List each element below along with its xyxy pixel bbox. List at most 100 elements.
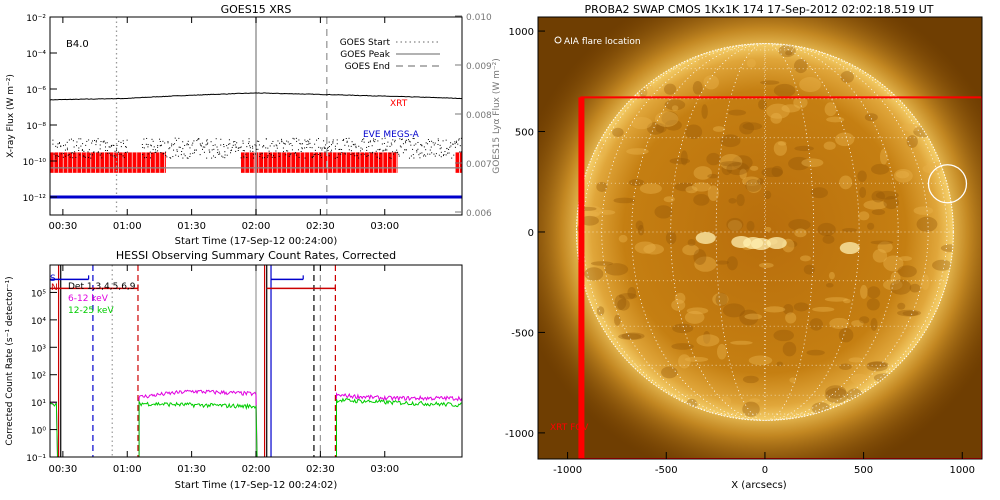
hessi-detectors-label: Det 1,3,4,5,6,9: [68, 282, 136, 292]
goes-short-channel-point: [242, 142, 244, 144]
goes-short-channel-point: [458, 139, 460, 141]
goes-short-channel-point: [213, 155, 215, 157]
goes-short-channel-point: [147, 146, 149, 148]
goes-short-channel-point: [179, 146, 181, 148]
goes-short-channel-point: [447, 152, 449, 154]
sun-texture-blob: [864, 113, 878, 122]
sun-texture-blob: [596, 181, 608, 192]
sun-texture-blob: [692, 81, 703, 95]
goes-short-channel-point: [418, 154, 420, 156]
goes-short-channel-point: [380, 153, 382, 155]
goes-short-channel-point: [454, 146, 456, 148]
goes-short-channel-point: [169, 147, 171, 149]
goes-short-channel-point: [82, 143, 84, 145]
goes-short-channel-point: [252, 145, 254, 147]
goes-short-channel-point: [309, 138, 311, 140]
goes-short-channel-point: [89, 153, 91, 155]
goes-short-channel-point: [155, 151, 157, 153]
sun-texture-blob: [898, 256, 913, 262]
goes-short-channel-point: [269, 152, 271, 154]
goes-short-channel-point: [198, 138, 200, 140]
sun-texture-blob: [726, 217, 744, 232]
goes-short-channel-point: [120, 146, 122, 148]
sun-texture-blob: [702, 330, 711, 344]
goes-short-channel-point: [116, 144, 118, 146]
sun-texture-blob: [810, 187, 828, 199]
goes-short-channel-point: [258, 144, 260, 146]
goes-short-channel-point: [292, 137, 294, 139]
goes-short-channel-point: [323, 140, 325, 142]
goes-short-channel-point: [188, 144, 190, 146]
sun-texture-blob: [825, 387, 849, 404]
sun-texture-blob: [685, 185, 698, 194]
goes-short-channel-point: [202, 148, 204, 150]
goes-short-channel-point: [341, 152, 343, 154]
sun-texture-blob: [916, 216, 938, 232]
goes-short-channel-point: [396, 152, 398, 154]
goes-short-channel-point: [304, 139, 306, 141]
goes-short-channel-point: [71, 152, 73, 154]
goes-short-channel-point: [199, 154, 201, 156]
goes-short-channel-point: [123, 142, 125, 144]
goes-legend-label: GOES End: [345, 62, 390, 72]
goes-short-channel-point: [234, 144, 236, 146]
goes-short-channel-point: [450, 145, 452, 147]
sun-texture-blob: [580, 205, 602, 217]
goes-short-channel-point: [200, 145, 202, 147]
goes-short-channel-point: [290, 142, 292, 144]
swap-x-tick-label: -500: [655, 465, 678, 476]
longitude-line: [601, 43, 929, 421]
goes-short-channel-point: [243, 155, 245, 157]
goes-short-channel-point: [449, 146, 451, 148]
goes-short-channel-point: [70, 152, 72, 154]
sun-texture-blob: [877, 241, 893, 253]
goes-short-channel-point: [379, 157, 381, 159]
goes-short-channel-point: [312, 155, 314, 157]
goes-short-channel-point: [346, 140, 348, 142]
sun-texture-blob: [872, 249, 888, 263]
goes-short-channel-point: [456, 140, 458, 142]
goes-short-channel-point: [144, 157, 146, 159]
sun-texture-blob: [720, 134, 741, 148]
goes-short-channel-point: [145, 143, 147, 145]
goes-short-channel-point: [398, 155, 400, 157]
goes-short-channel-point: [183, 153, 185, 155]
goes-short-channel-point: [126, 139, 128, 141]
goes-short-channel-point: [142, 147, 144, 149]
goes-short-channel-point: [311, 147, 313, 149]
goes-short-channel-point: [363, 141, 365, 143]
goes-short-channel-point: [141, 143, 143, 145]
goes-short-channel-point: [373, 140, 375, 142]
sun-texture-blob: [626, 148, 649, 155]
goes-short-channel-point: [344, 152, 346, 154]
goes-short-channel-point: [286, 150, 288, 152]
goes-short-channel-point: [406, 139, 408, 141]
sun-texture-blob: [870, 240, 894, 245]
goes-short-channel-point: [408, 140, 410, 142]
goes-short-channel-point: [448, 152, 450, 154]
sun-texture-blob: [646, 121, 665, 135]
sun-texture-blob: [824, 297, 848, 302]
goes-short-channel-point: [350, 145, 352, 147]
goes-short-channel-point: [248, 138, 250, 140]
goes-short-channel-point: [103, 141, 105, 143]
goes-short-channel-point: [416, 151, 418, 153]
goes-short-channel-point: [90, 157, 92, 159]
goes-short-channel-point: [159, 140, 161, 142]
goes-short-channel-point: [95, 144, 97, 146]
sun-texture-blob: [674, 292, 686, 304]
goes-short-channel-point: [242, 150, 244, 152]
goes-short-channel-point: [171, 145, 173, 147]
sun-texture-blob: [618, 234, 628, 243]
goes-short-channel-point: [336, 143, 338, 145]
sun-texture-blob: [783, 303, 794, 315]
goes-short-channel-point: [114, 156, 116, 158]
sun-texture-blob: [739, 121, 755, 135]
goes-short-channel-point: [288, 155, 290, 157]
sun-texture-blob: [717, 343, 727, 360]
goes-short-channel-point: [308, 143, 310, 145]
goes-short-channel-point: [199, 143, 201, 145]
goes-short-channel-point: [434, 142, 436, 144]
goes-short-channel-point: [236, 142, 238, 144]
goes-short-channel-point: [242, 140, 244, 142]
